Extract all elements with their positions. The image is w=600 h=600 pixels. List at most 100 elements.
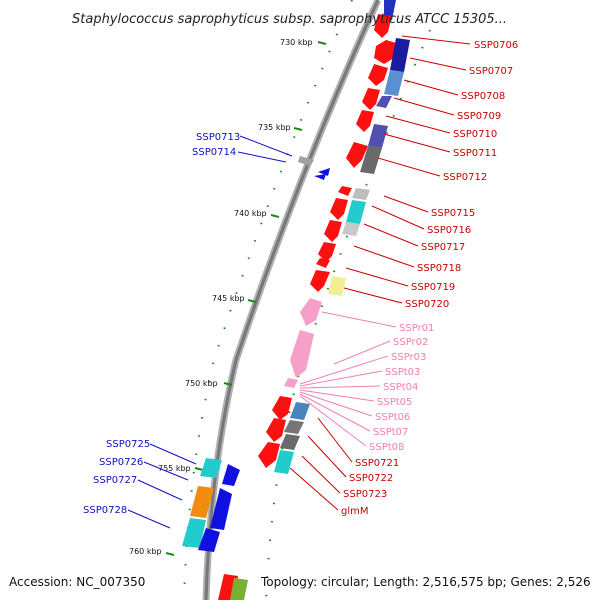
gene-label[interactable]: SSP0716 — [427, 225, 471, 236]
gene-label[interactable]: SSP0723 — [343, 489, 387, 500]
gene-label[interactable]: SSP0711 — [453, 148, 497, 159]
feature-blocks — [230, 38, 410, 600]
gene-arrow[interactable] — [338, 186, 352, 196]
gene-block[interactable] — [298, 156, 314, 166]
rna-label[interactable]: SSPt04 — [383, 382, 418, 393]
leader-line — [237, 151, 287, 163]
gene-block[interactable] — [376, 96, 392, 108]
gene-block[interactable] — [284, 420, 304, 434]
leader-line — [127, 509, 171, 529]
leader-line — [371, 205, 425, 230]
left-gene-labels: SSP0713 SSP0714 SSP0725 SSP0726 SSP0727 … — [83, 132, 240, 516]
gene-block[interactable] — [384, 70, 404, 96]
tick-mark — [223, 382, 233, 386]
gene-label[interactable]: SSP0707 — [469, 66, 513, 77]
gene-label[interactable]: SSP0726 — [99, 457, 143, 468]
gene-block[interactable] — [352, 188, 370, 200]
gene-label[interactable]: SSP0713 — [196, 132, 240, 143]
gene-arrow[interactable] — [198, 528, 220, 552]
rna-label[interactable]: SSPt07 — [373, 427, 408, 438]
gene-arrow[interactable] — [310, 270, 330, 292]
leader-line — [393, 97, 455, 116]
gene-arrow[interactable] — [222, 464, 240, 486]
leader-line — [149, 443, 197, 465]
leader-line — [289, 467, 339, 511]
gene-block[interactable] — [390, 38, 410, 72]
gene-label[interactable]: SSP0720 — [405, 299, 449, 310]
leader-line — [353, 245, 415, 268]
reverse-genes — [182, 168, 330, 552]
tick-label-735: 735 kbp — [258, 123, 291, 132]
gene-label[interactable]: SSP0712 — [443, 172, 487, 183]
leader-line — [299, 370, 383, 387]
leader-line — [363, 223, 419, 247]
gene-arrow[interactable] — [356, 110, 374, 132]
kbp-ticks: 730 kbp 735 kbp 740 kbp 745 kbp 750 kbp … — [129, 38, 327, 556]
gene-block[interactable] — [342, 222, 360, 236]
gene-label[interactable]: SSP0709 — [457, 111, 501, 122]
leader-line — [299, 391, 373, 417]
gene-label[interactable]: SSP0718 — [417, 263, 461, 274]
gene-arrow[interactable] — [258, 442, 280, 468]
gene-label[interactable]: SSP0721 — [355, 458, 399, 469]
rna-label[interactable]: SSPr02 — [393, 337, 428, 348]
tick-label-755: 755 kbp — [158, 464, 191, 473]
gene-arrow[interactable] — [346, 142, 368, 168]
rna-label[interactable]: SSPt05 — [377, 397, 412, 408]
tick-label-750: 750 kbp — [185, 379, 218, 388]
rna-arrow[interactable] — [300, 298, 322, 326]
tick-mark — [247, 299, 257, 303]
rna-label[interactable]: SSPt06 — [375, 412, 410, 423]
gene-label[interactable]: SSP0706 — [474, 40, 518, 51]
gene-arrow[interactable] — [316, 258, 330, 268]
rna-label[interactable]: SSPr01 — [399, 323, 434, 334]
right-gene-labels: SSP0706 SSP0707 SSP0708 SSP0709 SSP0710 … — [341, 40, 518, 517]
gene-block[interactable] — [328, 276, 346, 296]
gene-arrow[interactable] — [318, 242, 336, 262]
gene-label[interactable]: SSP0714 — [192, 147, 236, 158]
gene-label[interactable]: SSP0715 — [431, 208, 475, 219]
leader-line — [403, 79, 459, 96]
map-title: Staphylococcus saprophyticus subsp. sapr… — [72, 12, 507, 27]
gene-arrow[interactable] — [314, 174, 326, 180]
gene-arrow[interactable] — [362, 88, 380, 110]
gene-arrow[interactable] — [266, 418, 286, 442]
gene-arrow[interactable] — [318, 168, 330, 176]
rna-arrow[interactable] — [284, 378, 298, 388]
gene-label[interactable]: SSP0710 — [453, 129, 497, 140]
gene-block[interactable] — [182, 518, 206, 548]
rna-label[interactable]: SSPr03 — [391, 352, 426, 363]
gene-label[interactable]: glmM — [341, 506, 369, 517]
gene-arrow[interactable] — [330, 198, 348, 220]
gene-label[interactable]: SSP0722 — [349, 473, 393, 484]
leader-line — [401, 35, 471, 45]
tick-label-730: 730 kbp — [280, 38, 313, 47]
gene-arrow[interactable] — [368, 64, 388, 86]
gene-label[interactable]: SSP0717 — [421, 242, 465, 253]
gene-label[interactable]: SSP0708 — [461, 91, 505, 102]
gene-block[interactable] — [360, 146, 382, 174]
rna-features — [284, 298, 322, 388]
gene-block[interactable] — [190, 486, 214, 518]
gene-arrow[interactable] — [324, 220, 342, 242]
gene-arrow[interactable] — [272, 396, 292, 420]
gene-arrow[interactable] — [210, 488, 232, 530]
rna-arrow[interactable] — [290, 330, 314, 378]
gene-label[interactable]: SSP0727 — [93, 475, 137, 486]
gene-block[interactable] — [200, 458, 222, 478]
leader-lines — [127, 35, 471, 529]
gene-label[interactable]: SSP0719 — [411, 282, 455, 293]
gene-block[interactable] — [346, 200, 366, 224]
gene-label[interactable]: SSP0728 — [83, 505, 127, 516]
gene-block[interactable] — [368, 124, 388, 148]
rna-label[interactable]: SSPt03 — [385, 367, 420, 378]
gene-label[interactable]: SSP0725 — [106, 439, 150, 450]
gene-arrow[interactable] — [374, 14, 392, 38]
gene-block[interactable] — [280, 434, 300, 450]
gene-block[interactable] — [290, 402, 310, 420]
rna-label[interactable]: SSPt08 — [369, 442, 404, 453]
gene-block[interactable] — [230, 578, 248, 600]
gene-block[interactable] — [274, 450, 294, 474]
